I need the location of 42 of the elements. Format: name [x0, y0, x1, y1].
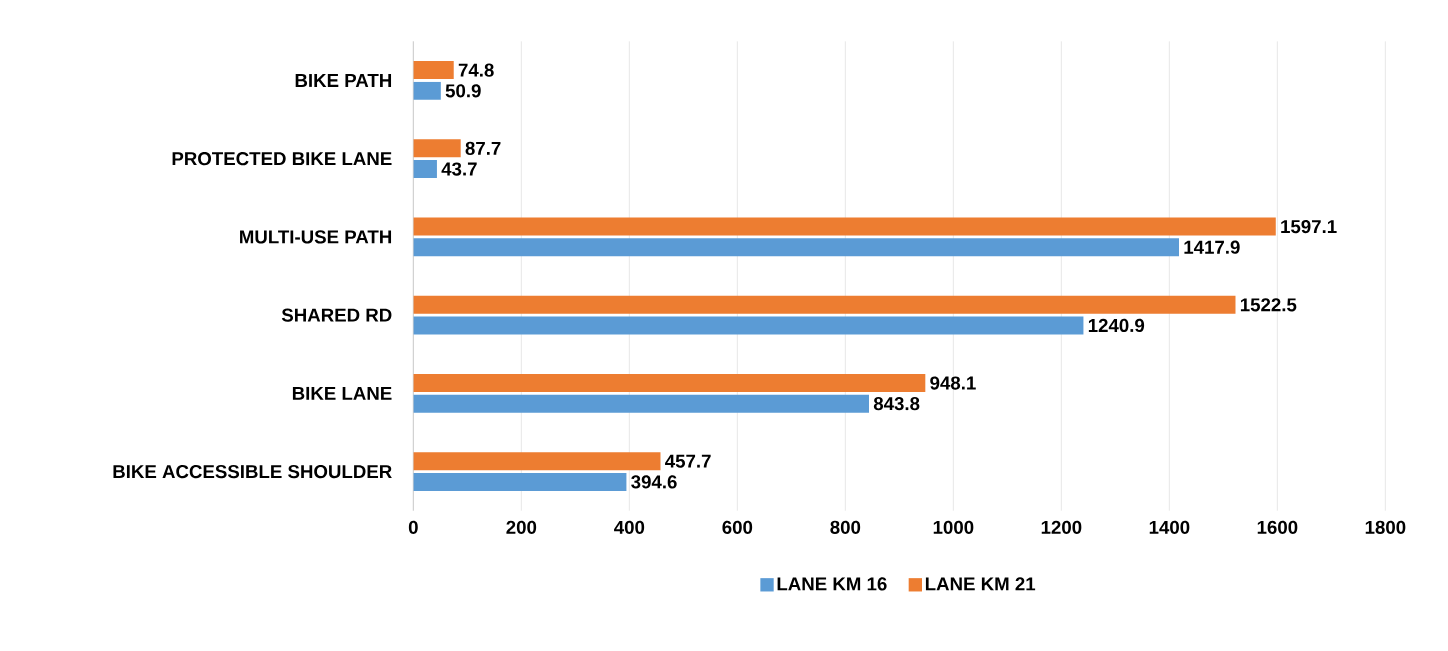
x-tick-label: 1600	[1257, 520, 1298, 535]
x-tick-label: 600	[722, 520, 753, 535]
bar	[413, 81, 441, 100]
bar	[413, 316, 1084, 335]
bar	[413, 61, 454, 80]
bar	[413, 295, 1236, 314]
legend-label: LANE KM 16	[777, 577, 887, 591]
data-label: 457.7	[665, 454, 711, 468]
data-label: 948.1	[930, 376, 976, 390]
y-tick-label: PROTECTED BIKE LANE	[172, 152, 392, 166]
legend-label: LANE KM 21	[925, 577, 1036, 591]
x-tick-label: 1200	[1041, 520, 1082, 535]
data-label: 843.8	[873, 397, 920, 411]
bar	[413, 374, 926, 393]
y-tick-label: MULTI-USE PATH	[240, 230, 392, 244]
y-tick-label: BIKE LANE	[292, 387, 392, 400]
data-label: 1597.1	[1281, 220, 1337, 234]
data-label: 1522.5	[1240, 298, 1297, 312]
data-label: 43.7	[441, 162, 477, 176]
data-label: 87.7	[465, 141, 501, 156]
x-tick-label: 1400	[1149, 520, 1190, 535]
data-label: 50.9	[445, 84, 481, 98]
bar	[413, 238, 1180, 257]
x-tick-label: 400	[614, 520, 645, 535]
bar	[413, 139, 461, 158]
y-tick-label: BIKE PATH	[295, 74, 392, 88]
bar	[413, 160, 437, 179]
data-label: 1240.9	[1088, 318, 1145, 333]
x-tick-label: 800	[830, 520, 861, 535]
bar	[413, 473, 627, 492]
bar	[413, 217, 1276, 236]
data-label: 74.8	[458, 63, 494, 77]
data-label: 394.6	[631, 475, 677, 489]
bar	[413, 452, 661, 471]
x-tick-label: 0	[408, 520, 418, 535]
bar	[413, 394, 869, 413]
data-label: 1417.9	[1184, 240, 1240, 254]
x-tick-label: 1000	[933, 520, 974, 535]
y-tick-label: BIKE ACCESSIBLE SHOULDER	[113, 465, 392, 479]
x-tick-label: 200	[506, 520, 537, 535]
y-tick-label: SHARED RD	[281, 308, 392, 322]
x-tick-label: 1800	[1365, 520, 1406, 535]
